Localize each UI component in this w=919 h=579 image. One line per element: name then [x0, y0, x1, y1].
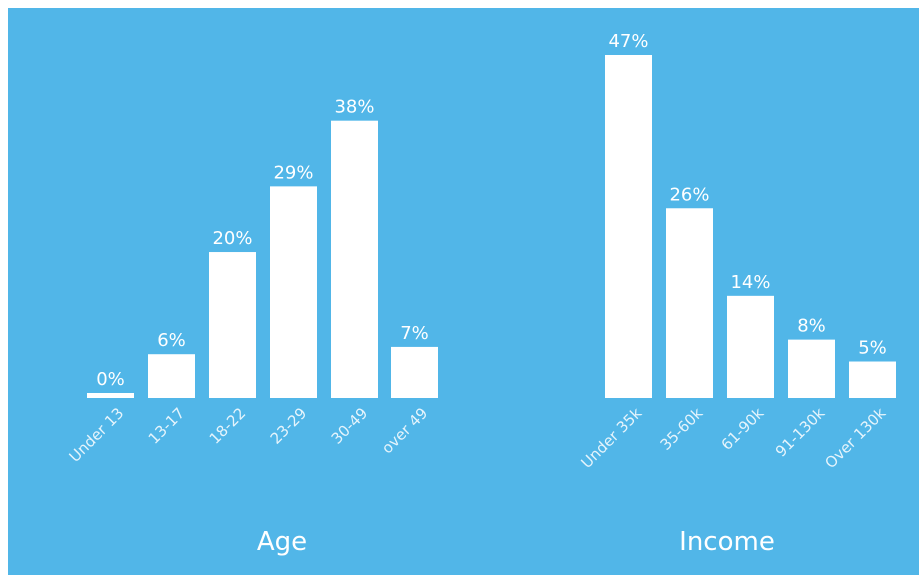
- age-bar: [331, 120, 378, 399]
- age-chart-title: Age: [257, 527, 307, 557]
- age-value-label: 29%: [273, 162, 313, 183]
- income-bar: [727, 295, 774, 398]
- income-bar: [605, 55, 652, 398]
- age-value-label: 7%: [400, 323, 429, 344]
- age-bar: [209, 252, 256, 398]
- age-bar: [87, 393, 134, 398]
- income-bar: [788, 339, 835, 398]
- income-value-label: 47%: [608, 31, 648, 52]
- age-value-label: 20%: [212, 228, 252, 249]
- income-bar: [666, 208, 713, 398]
- age-value-label: 6%: [157, 330, 186, 351]
- income-value-label: 5%: [858, 338, 887, 359]
- chart-background: [8, 8, 919, 575]
- income-value-label: 14%: [730, 272, 770, 293]
- age-bar: [270, 186, 317, 398]
- age-bar: [391, 346, 438, 398]
- age-value-label: 0%: [96, 369, 125, 390]
- age-value-label: 38%: [334, 97, 374, 118]
- income-chart-title: Income: [679, 527, 775, 557]
- income-value-label: 8%: [797, 316, 826, 337]
- income-value-label: 26%: [669, 184, 709, 205]
- income-bar: [849, 361, 896, 398]
- age-bar: [148, 354, 195, 398]
